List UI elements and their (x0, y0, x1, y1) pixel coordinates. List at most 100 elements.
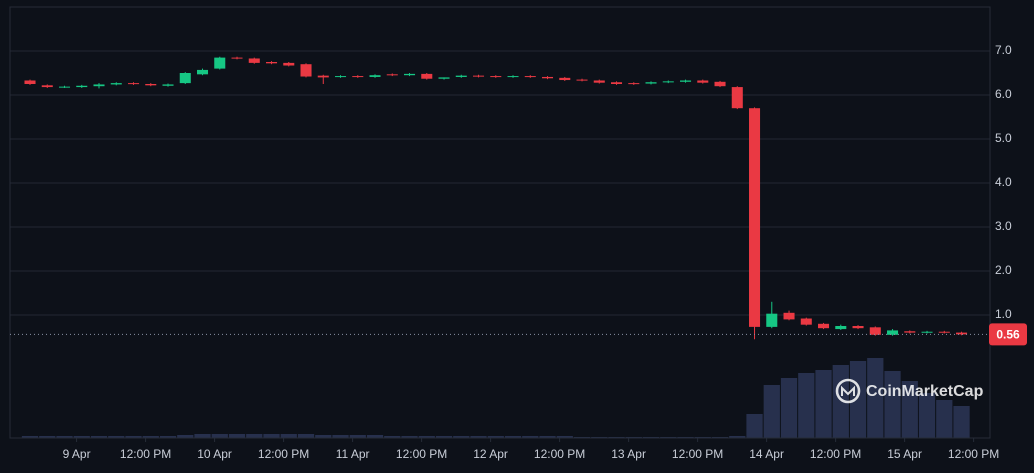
y-tick-label: 7.0 (995, 43, 1012, 57)
pane-border (9, 6, 991, 439)
candle-body (852, 326, 864, 329)
volume-bar (142, 436, 159, 438)
candle-body (835, 326, 847, 330)
candle-body (680, 80, 692, 82)
volume-bar (918, 393, 936, 438)
x-tick-label: 14 Apr (749, 447, 784, 461)
candle-body (404, 73, 416, 76)
y-tick-label: 2.0 (995, 263, 1012, 277)
volume-bar (470, 436, 487, 438)
x-tick-label: 12:00 PM (948, 447, 999, 461)
candle-body (818, 323, 830, 329)
volume-bar (832, 365, 849, 438)
candle-body (766, 313, 778, 327)
last-price-label: 0.56 (996, 328, 1020, 342)
candle-body (127, 83, 140, 85)
candle-body (559, 77, 571, 81)
volume-bar (798, 373, 815, 438)
volume-bar (263, 434, 280, 438)
volume-bar (453, 436, 470, 438)
candle-body (110, 83, 122, 85)
y-tick-label: 4.0 (995, 175, 1012, 189)
watermark: CoinMarketCap (835, 378, 984, 404)
candle-body (231, 57, 243, 59)
volume-bar (435, 436, 453, 438)
volume-bar (384, 436, 401, 438)
candle-body (421, 73, 433, 79)
y-tick-label: 3.0 (995, 219, 1012, 233)
volume-bar (487, 436, 504, 438)
volume-bar (125, 436, 142, 438)
y-tick-label: 1.0 (995, 307, 1012, 321)
volume-bar (867, 358, 884, 438)
volume-bar (418, 436, 435, 438)
candle-body (473, 75, 485, 77)
candle-body (783, 312, 795, 320)
volume-bar (228, 434, 246, 438)
candle-body (611, 82, 623, 84)
candle-body (438, 77, 450, 79)
volume-bar (539, 436, 556, 438)
volume-bar (556, 436, 573, 438)
x-tick-label: 12 Apr (473, 447, 508, 461)
volume-bar (39, 436, 56, 438)
candle-body (938, 331, 950, 333)
candle-body (628, 83, 640, 85)
candle-body (455, 75, 467, 77)
volume-bar (953, 406, 970, 438)
x-tick-label: 9 Apr (63, 447, 91, 461)
candle-body (904, 331, 916, 333)
candle-body (196, 69, 209, 75)
candle-body (869, 327, 881, 335)
candles (24, 56, 968, 340)
x-tick-label: 12:00 PM (534, 447, 585, 461)
candle-body (41, 85, 53, 88)
candle-body (58, 86, 71, 88)
candle-body (593, 80, 605, 83)
volume-bar (56, 436, 73, 438)
candle-body (145, 84, 157, 86)
volume-bar (522, 436, 539, 438)
candle-body (265, 62, 278, 64)
candle-body (162, 84, 174, 86)
volume-bar (177, 435, 194, 438)
last-price-tag (989, 323, 1027, 346)
candle-body (800, 318, 812, 325)
candle-body (24, 80, 36, 84)
axes: 1.0 2.0 3.0 4.0 5.0 6.0 7.0 9 Apr 12:00 PM 10 Apr… (10, 43, 1027, 461)
candle-body (490, 76, 502, 78)
watermark-logo-mark (841, 385, 855, 396)
candle-body (369, 75, 381, 77)
candle-body (93, 84, 105, 87)
volume-bar (159, 436, 177, 438)
volume-bar (73, 436, 90, 438)
candle-body (921, 331, 933, 333)
volume-bar (211, 434, 228, 438)
candle-body (714, 81, 726, 87)
candle-body (214, 57, 226, 69)
volume-bar (780, 378, 798, 438)
x-tick-label: 15 Apr (887, 447, 922, 461)
candle-body (956, 332, 968, 335)
candle-body (731, 87, 743, 109)
x-tick-label: 12:00 PM (672, 447, 723, 461)
candle-body (334, 76, 347, 78)
volume-bar (901, 381, 918, 438)
x-tick-label: 13 Apr (611, 447, 646, 461)
volume-bar (349, 435, 366, 438)
volume-bar (504, 436, 522, 438)
candle-body (300, 64, 312, 77)
volume-bar (366, 435, 384, 438)
volume-bar (280, 434, 297, 438)
watermark-logo (835, 378, 861, 404)
volume-bar (246, 434, 263, 438)
volume-bar (90, 436, 108, 438)
volume-bar (849, 361, 867, 438)
candle-body (576, 79, 588, 81)
candle-body (248, 58, 260, 63)
volume-bar (297, 434, 315, 438)
volume-bar (763, 385, 780, 438)
candle-body (386, 74, 398, 76)
volume-bar (21, 436, 39, 438)
